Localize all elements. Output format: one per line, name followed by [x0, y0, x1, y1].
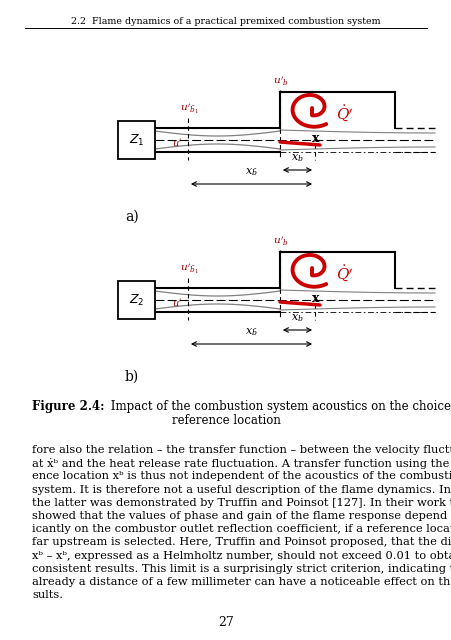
Text: $x_b$: $x_b$: [290, 152, 303, 164]
Text: already a distance of a few millimeter can have a noticeable effect on the re-: already a distance of a few millimeter c…: [32, 577, 451, 587]
Text: $\dot{Q}'$: $\dot{Q}'$: [336, 264, 353, 284]
Text: reference location: reference location: [171, 414, 280, 427]
Text: x: x: [312, 132, 319, 145]
Text: b): b): [125, 370, 139, 384]
Text: system. It is therefore not a useful description of the flame dynamics. Indeed,: system. It is therefore not a useful des…: [32, 484, 451, 495]
Text: Impact of the combustion system acoustics on the choice of the: Impact of the combustion system acoustic…: [107, 400, 451, 413]
Text: $u'_{\bar{b}_1}$: $u'_{\bar{b}_1}$: [179, 262, 198, 276]
Text: 27: 27: [218, 616, 233, 628]
Text: sults.: sults.: [32, 590, 63, 600]
Text: a): a): [125, 210, 138, 224]
Text: $u'_b$: $u'_b$: [272, 235, 288, 248]
Text: $x_{\bar{b}}$: $x_{\bar{b}}$: [244, 326, 258, 338]
Text: ence location xᵇ is thus not independent of the acoustics of the combustion: ence location xᵇ is thus not independent…: [32, 472, 451, 481]
Bar: [118, 281, 155, 319]
Text: $u'_b$: $u'_b$: [272, 75, 288, 88]
Text: far upstream is selected. Here, Truffin and Poinsot proposed, that the distance: far upstream is selected. Here, Truffin …: [32, 538, 451, 547]
Text: $x_{\bar{b}}$: $x_{\bar{b}}$: [244, 166, 258, 178]
Text: icantly on the combustor outlet reflection coefficient, if a reference location: icantly on the combustor outlet reflecti…: [32, 524, 451, 534]
Text: consistent results. This limit is a surprisingly strict criterion, indicating th: consistent results. This limit is a surp…: [32, 564, 451, 574]
Text: xᵇ – xᵇ, expressed as a Helmholtz number, should not exceed 0.01 to obtain: xᵇ – xᵇ, expressed as a Helmholtz number…: [32, 550, 451, 561]
Text: showed that the values of phase and gain of the flame response depend signif-: showed that the values of phase and gain…: [32, 511, 451, 521]
Text: at ẋᵇ and the heat release rate fluctuation. A transfer function using the refe: at ẋᵇ and the heat release rate fluctua…: [32, 458, 451, 469]
Text: $Z_1$: $Z_1$: [129, 132, 144, 148]
Text: the latter was demonstrated by Truffin and Poinsot [127]. In their work they: the latter was demonstrated by Truffin a…: [32, 498, 451, 508]
Text: $\dot{Q}'$: $\dot{Q}'$: [336, 104, 353, 124]
Text: $Z_2$: $Z_2$: [129, 292, 144, 308]
Text: $u'_{\bar{b}_1}$: $u'_{\bar{b}_1}$: [179, 102, 198, 116]
Text: x: x: [312, 292, 319, 305]
Text: $x_b$: $x_b$: [290, 312, 303, 324]
Text: $u'$: $u'$: [171, 138, 182, 148]
Text: fore also the relation – the transfer function – between the velocity fluctuatio: fore also the relation – the transfer fu…: [32, 445, 451, 455]
Text: 2.2  Flame dynamics of a practical premixed combustion system: 2.2 Flame dynamics of a practical premix…: [71, 17, 380, 26]
Text: $u'$: $u'$: [171, 298, 182, 308]
Bar: [118, 121, 155, 159]
Text: Figure 2.4:: Figure 2.4:: [32, 400, 104, 413]
